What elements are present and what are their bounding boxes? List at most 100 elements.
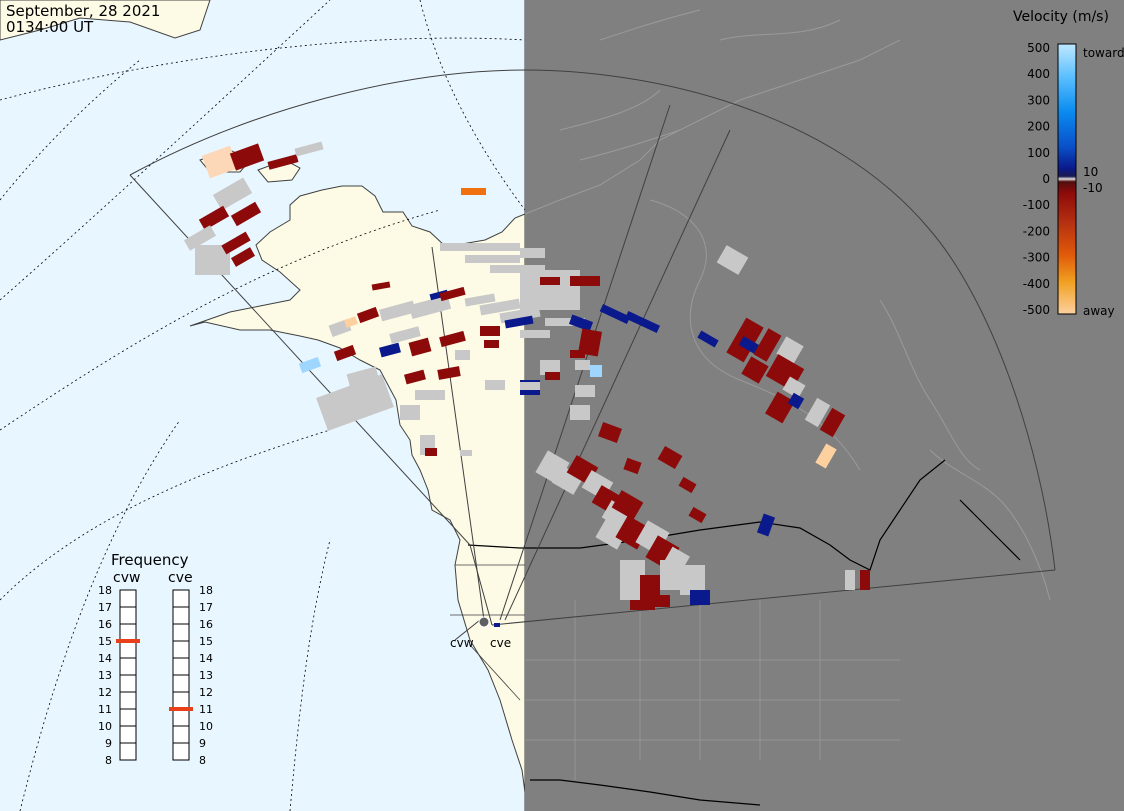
backscatter-cell [230,247,256,267]
velocity-colorbar [1057,43,1077,315]
frequency-tick-label: 13 [199,669,213,682]
timestamp-date: September, 28 2021 [6,2,160,20]
backscatter-cell [688,506,707,524]
backscatter-cell [753,328,782,362]
frequency-tick-label: 8 [105,754,112,767]
backscatter-cell [611,490,644,520]
velocity-legend-title: Velocity (m/s) [1013,9,1109,25]
velocity-legend: Velocity (m/s) 500 400 300 200 100 0 -100 -200 -… [1013,9,1124,318]
backscatter-cell [716,245,749,275]
backscatter-cell [815,443,837,469]
backscatter-cell [229,143,265,171]
backscatter-cell [551,465,584,495]
backscatter-cell [575,360,590,370]
backscatter-cell [657,446,683,469]
frequency-marker-cvw [116,639,140,643]
backscatter-cell [540,277,560,285]
backscatter-cell [787,392,805,410]
timestamp-time: 0134:00 UT [6,18,94,36]
backscatter-cell [440,243,520,251]
backscatter-cell [595,515,630,550]
backscatter-cell [860,570,870,590]
backscatter-cell [570,350,585,358]
backscatter-cell [570,276,600,286]
backscatter-cell [415,390,445,400]
backscatter-cell [741,356,769,384]
backscatter-cell [198,205,230,231]
backscatter-cell [660,560,680,590]
backscatter-cell [545,372,560,380]
frequency-tick-label: 10 [98,720,112,733]
backscatter-cell [782,376,806,399]
velocity-tick-label: -200 [1023,224,1050,238]
velocity-tick-label: -100 [1023,198,1050,212]
backscatter-cell [460,450,472,456]
velocity-tick-label: 0 [1042,172,1050,186]
velocity-colorbar-fill [1057,43,1077,315]
backscatter-cell [590,365,602,377]
backscatter-cell [379,300,416,322]
radar-backscatter-cells [184,141,870,610]
radar-site-cve [494,623,500,627]
frequency-tick-label: 18 [98,584,112,597]
backscatter-cell [298,356,322,374]
frequency-tick-label: 16 [199,618,213,631]
backscatter-cell [655,595,670,607]
backscatter-cell [221,231,251,255]
backscatter-cell [212,177,253,211]
backscatter-cell [577,328,603,357]
frequency-tick-label: 9 [199,737,206,750]
backscatter-cell [294,141,324,157]
backscatter-cell [230,201,262,227]
backscatter-cell [756,513,776,537]
velocity-tick-label: 400 [1027,67,1050,81]
backscatter-cell [598,422,622,443]
frequency-tick-label: 10 [199,720,213,733]
frequency-tick-label: 15 [98,635,112,648]
backscatter-cell [439,330,466,348]
velocity-away-label: away [1083,304,1115,318]
velocity-tick-label: 100 [1027,146,1050,160]
frequency-legend: Frequency cvw cve 1817161514131211109818… [98,551,213,767]
backscatter-cell [630,600,655,610]
backscatter-cell [499,306,541,324]
lat-lon-grid [0,0,526,811]
backscatter-cell [490,265,545,273]
velocity-tick-label: -400 [1023,277,1050,291]
frequency-tick-label: 11 [98,703,112,716]
frequency-tick-label: 12 [199,686,213,699]
backscatter-cell [425,448,437,456]
velocity-tick-labels: 500 400 300 200 100 0 -100 -200 -300 -400 -500 [1023,41,1050,317]
frequency-title: Frequency [111,551,189,569]
frequency-tick-label: 15 [199,635,213,648]
frequency-tick-label: 9 [105,737,112,750]
backscatter-cell [819,407,846,438]
radar-site-cvw [478,616,490,628]
backscatter-cell [404,369,426,385]
backscatter-cell [623,457,642,475]
backscatter-cell [343,316,359,328]
frequency-tick-label: 13 [98,669,112,682]
backscatter-cell [575,385,595,397]
frequency-marker-cve [169,707,193,711]
backscatter-cell [485,380,505,390]
backscatter-cell [504,315,534,329]
backscatter-cell [400,405,420,420]
frequency-label-cvw: cvw [113,570,140,586]
backscatter-cell [408,295,452,319]
frequency-ladders: 18 17 16 15 14 13 12 11 10 9 8 18 17 16 15 14 13 12 11 10 9 8 [98,584,213,767]
backscatter-cell [316,374,394,431]
velocity-toward-label: toward [1083,46,1124,60]
velocity-tick-label: 200 [1027,120,1050,134]
radar-sites: cvw cve [450,616,511,650]
backscatter-cell [484,340,499,348]
backscatter-cell [568,314,594,332]
backscatter-cell [480,326,500,336]
backscatter-cell [371,281,391,291]
backscatter-cell [356,306,380,324]
backscatter-cell [201,145,239,179]
backscatter-cell [408,337,432,357]
backscatter-cell [697,330,719,348]
isolated-echo [461,188,486,195]
frequency-label-cve: cve [168,570,193,586]
